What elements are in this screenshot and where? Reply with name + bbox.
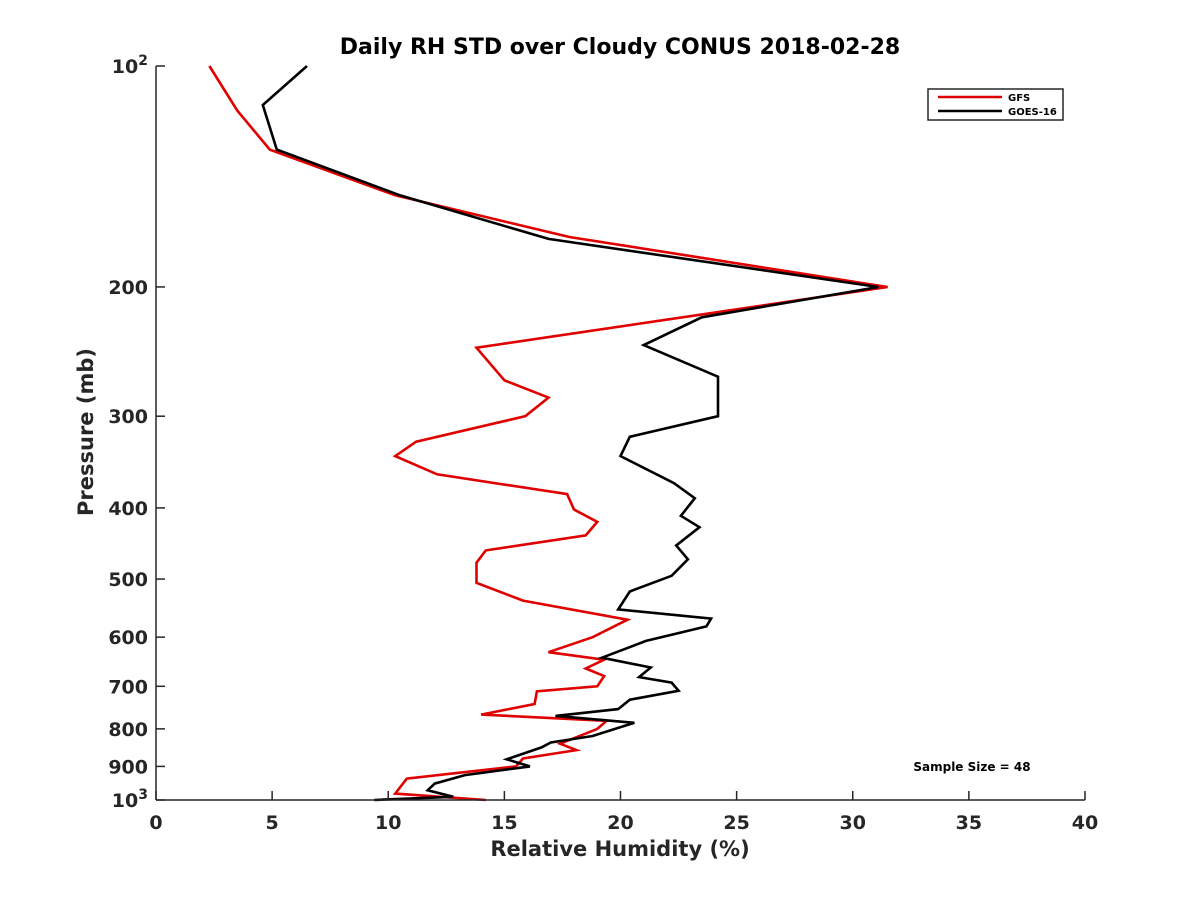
sample-size-annotation: Sample Size = 48 [913, 760, 1030, 774]
x-tick-label: 0 [149, 812, 162, 834]
x-tick-label: 10 [375, 812, 401, 834]
y-axis-title: Pressure (mb) [74, 348, 98, 516]
y-tick-label: 200 [108, 277, 148, 299]
axes: 0 5 10 15 20 25 30 35 40 102 200 300 400 500 600 700 800… [108, 53, 1098, 834]
legend-box [927, 88, 1064, 121]
series-line-gfs [208, 65, 888, 802]
y-tick-label: 102 [112, 53, 148, 78]
legend: GFS GOES-16 [927, 88, 1064, 121]
y-tick-label: 300 [108, 406, 148, 428]
y-tick-label: 900 [108, 756, 148, 778]
x-tick-label: 40 [1072, 812, 1098, 834]
x-axis-title: Relative Humidity (%) [490, 837, 749, 861]
y-tick-label: 103 [112, 787, 148, 812]
legend-label-goes-16: GOES-16 [1008, 107, 1057, 118]
x-tick-label: 5 [266, 812, 279, 834]
x-tick-label: 35 [956, 812, 982, 834]
x-tick-label: 15 [491, 812, 517, 834]
y-tick-label: 500 [108, 569, 148, 591]
y-tick-label: 600 [108, 627, 148, 649]
y-tick-label: 700 [108, 676, 148, 698]
x-tick-label: 30 [840, 812, 866, 834]
x-tick-label: 25 [723, 812, 749, 834]
legend-label-gfs: GFS [1008, 93, 1030, 104]
series-line-goes-16 [261, 65, 879, 802]
x-tick-label: 20 [607, 812, 633, 834]
plot-area [208, 65, 888, 802]
y-tick-label: 400 [108, 498, 148, 520]
chart-title: Daily RH STD over Cloudy CONUS 2018-02-2… [340, 35, 900, 60]
y-tick-label: 800 [108, 719, 148, 741]
